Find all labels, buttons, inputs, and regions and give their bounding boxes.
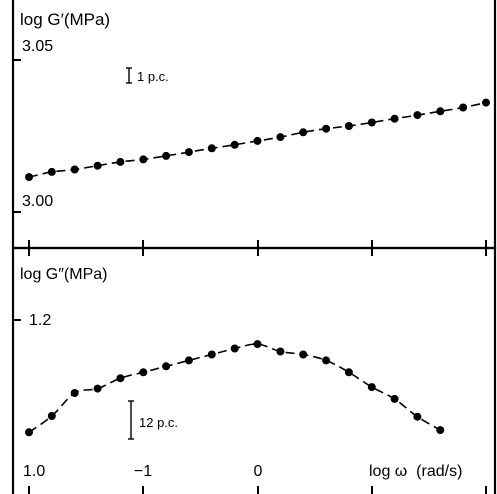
- y-axis-label: log G′(MPa): [20, 10, 110, 29]
- data-point: [139, 368, 148, 377]
- x-tick-label: −1: [134, 463, 152, 480]
- data-point: [367, 118, 376, 127]
- x-axis-label: log ω (rad/s): [369, 463, 462, 480]
- data-point: [162, 362, 171, 371]
- scale-bar-label: 1 p.c.: [137, 69, 169, 84]
- data-point: [413, 111, 422, 120]
- dashed-trend-line: [28, 343, 441, 433]
- panel-frame: [11, 246, 497, 494]
- data-point: [299, 350, 308, 359]
- data-point: [47, 167, 56, 176]
- data-point: [207, 350, 216, 359]
- y-axis-label: log G″(MPa): [20, 266, 107, 283]
- data-point: [344, 122, 353, 130]
- data-point: [482, 98, 490, 107]
- panel-frame: [11, 0, 497, 250]
- data-point: [230, 344, 239, 353]
- data-point: [116, 157, 125, 166]
- y-tick-label: 3.05: [22, 38, 53, 55]
- data-point: [253, 136, 262, 145]
- data-point: [230, 140, 239, 149]
- error-scale-bar: 12 p.c.: [128, 400, 178, 440]
- data-point: [367, 383, 376, 392]
- data-point: [276, 347, 285, 356]
- y-tick-label: 1.2: [29, 312, 51, 329]
- data-point: [162, 151, 171, 160]
- data-point: [25, 173, 33, 182]
- data-point: [70, 389, 79, 397]
- data-point: [390, 114, 399, 123]
- y-tick-label: 1.0: [23, 463, 45, 480]
- data-points: [25, 98, 490, 182]
- data-points: [25, 340, 445, 437]
- data-point: [70, 165, 79, 174]
- data-point: [276, 133, 285, 142]
- data-point: [390, 394, 399, 403]
- data-point: [253, 340, 262, 349]
- data-point: [322, 124, 331, 133]
- panel-loss-modulus: log G″(MPa) 1.2 1.0 −1 0 log ω (rad/s) 1…: [11, 246, 497, 494]
- data-point: [139, 155, 148, 164]
- data-point: [93, 384, 102, 393]
- data-point: [436, 426, 445, 435]
- error-scale-bar: 1 p.c.: [126, 67, 169, 84]
- data-point: [436, 107, 445, 116]
- data-point: [344, 368, 353, 377]
- data-point: [184, 148, 193, 157]
- scale-bar-label: 12 p.c.: [139, 415, 178, 430]
- x-tick-label: 0: [254, 463, 263, 480]
- data-point: [47, 412, 56, 420]
- data-point: [322, 356, 331, 365]
- data-point: [25, 428, 33, 437]
- data-point: [207, 144, 216, 153]
- data-point: [413, 412, 422, 421]
- data-point: [299, 128, 308, 137]
- panel-storage-modulus: log G′(MPa) 3.05 3.00 1 p.c.: [11, 0, 497, 250]
- y-tick-label: 3.00: [22, 193, 53, 210]
- data-point: [116, 374, 125, 383]
- data-point: [184, 356, 193, 365]
- data-point: [93, 161, 102, 170]
- data-point: [459, 103, 468, 112]
